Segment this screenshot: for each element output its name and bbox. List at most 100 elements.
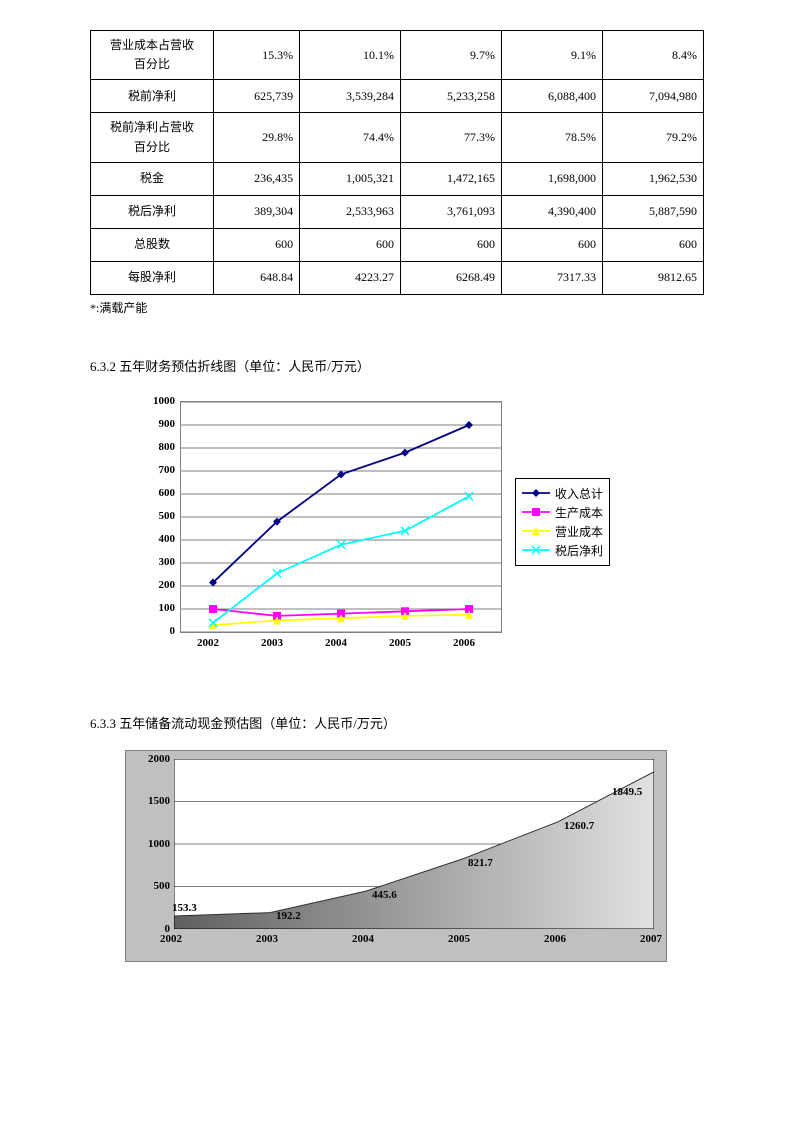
chart2-data-label: 1849.5 (612, 786, 642, 798)
table-cell: 1,962,530 (602, 162, 703, 195)
legend-item: 生产成本 (522, 504, 603, 521)
row-label: 营业成本占营收百分比 (91, 31, 214, 80)
chart1-ytick: 800 (143, 441, 175, 453)
area-chart-container: 0500100015002000 153.3192.2445.6821.7126… (125, 750, 704, 962)
chart2-ytick: 1000 (134, 838, 170, 850)
chart1-xtick: 2006 (453, 637, 475, 649)
table-cell: 7,094,980 (602, 80, 703, 113)
chart2-data-label: 821.7 (468, 857, 493, 869)
chart2-xtick: 2002 (160, 933, 182, 945)
chart2-xtick: 2007 (640, 933, 662, 945)
line-chart-svg (181, 402, 501, 632)
chart1-ytick: 500 (143, 510, 175, 522)
chart2-data-label: 445.6 (372, 889, 397, 901)
chart1-ytick: 1000 (143, 395, 175, 407)
legend-label: 生产成本 (555, 504, 603, 521)
table-cell: 9812.65 (602, 261, 703, 294)
row-label: 税金 (91, 162, 214, 195)
chart2-ytick: 500 (134, 880, 170, 892)
table-cell: 1,472,165 (401, 162, 502, 195)
chart1-xtick: 2004 (325, 637, 347, 649)
section-title-632: 6.3.2 五年财务预估折线图（单位：人民币/万元） (90, 356, 704, 375)
table-row: 每股净利648.844223.276268.497317.339812.65 (91, 261, 704, 294)
table-cell: 10.1% (300, 31, 401, 80)
table-cell: 5,233,258 (401, 80, 502, 113)
table-cell: 74.4% (300, 113, 401, 162)
table-cell: 78.5% (502, 113, 603, 162)
financial-table: 营业成本占营收百分比15.3%10.1%9.7%9.1%8.4%税前净利625,… (90, 30, 704, 295)
table-cell: 600 (602, 228, 703, 261)
table-cell: 1,698,000 (502, 162, 603, 195)
chart2-data-label: 192.2 (276, 910, 301, 922)
table-cell: 625,739 (214, 80, 300, 113)
table-cell: 600 (214, 228, 300, 261)
chart1-ytick: 0 (143, 625, 175, 637)
line-chart-legend: 收入总计生产成本营业成本税后净利 (515, 478, 610, 566)
table-footnote: *:满载产能 (90, 299, 704, 316)
table-row: 税前净利占营收百分比29.8%74.4%77.3%78.5%79.2% (91, 113, 704, 162)
chart2-data-label: 153.3 (172, 902, 197, 914)
section-title-633: 6.3.3 五年储备流动现金预估图（单位：人民币/万元） (90, 713, 704, 732)
table-row: 营业成本占营收百分比15.3%10.1%9.7%9.1%8.4% (91, 31, 704, 80)
table-cell: 5,887,590 (602, 195, 703, 228)
line-chart-container: 0 100 200 300 400 500 600 700 800 900 1000 2002 200… (125, 393, 704, 673)
legend-item: 营业成本 (522, 523, 603, 540)
chart2-xtick: 2003 (256, 933, 278, 945)
table-cell: 1,005,321 (300, 162, 401, 195)
chart2-xtick: 2005 (448, 933, 470, 945)
table-cell: 6,088,400 (502, 80, 603, 113)
table-cell: 79.2% (602, 113, 703, 162)
row-label: 总股数 (91, 228, 214, 261)
chart2-ytick: 2000 (134, 753, 170, 765)
table-cell: 600 (502, 228, 603, 261)
chart1-ytick: 400 (143, 533, 175, 545)
table-row: 总股数600600600600600 (91, 228, 704, 261)
chart2-xtick: 2004 (352, 933, 374, 945)
table-cell: 4223.27 (300, 261, 401, 294)
table-cell: 9.1% (502, 31, 603, 80)
table-cell: 29.8% (214, 113, 300, 162)
chart1-ytick: 900 (143, 418, 175, 430)
chart1-ytick: 100 (143, 602, 175, 614)
chart2-data-label: 1260.7 (564, 820, 594, 832)
legend-item: 收入总计 (522, 485, 603, 502)
legend-label: 收入总计 (555, 485, 603, 502)
table-cell: 389,304 (214, 195, 300, 228)
table-row: 税金236,4351,005,3211,472,1651,698,0001,96… (91, 162, 704, 195)
chart2-ytick: 1500 (134, 795, 170, 807)
table-cell: 4,390,400 (502, 195, 603, 228)
table-cell: 7317.33 (502, 261, 603, 294)
legend-label: 营业成本 (555, 523, 603, 540)
table-cell: 8.4% (602, 31, 703, 80)
table-cell: 6268.49 (401, 261, 502, 294)
chart1-ytick: 300 (143, 556, 175, 568)
table-cell: 3,539,284 (300, 80, 401, 113)
chart2-xtick: 2006 (544, 933, 566, 945)
area-chart-plot: 153.3 192.2 445.6 821.7 1260.7 1849.5 (174, 759, 654, 929)
row-label: 税前净利 (91, 80, 214, 113)
table-cell: 9.7% (401, 31, 502, 80)
line-chart-plot-bg (180, 401, 502, 633)
row-label: 税前净利占营收百分比 (91, 113, 214, 162)
table-cell: 2,533,963 (300, 195, 401, 228)
table-cell: 77.3% (401, 113, 502, 162)
chart1-xtick: 2005 (389, 637, 411, 649)
area-chart-svg (174, 759, 654, 929)
chart1-ytick: 200 (143, 579, 175, 591)
legend-label: 税后净利 (555, 542, 603, 559)
chart1-ytick: 700 (143, 464, 175, 476)
table-cell: 15.3% (214, 31, 300, 80)
chart1-xtick: 2002 (197, 637, 219, 649)
chart1-xtick: 2003 (261, 637, 283, 649)
table-row: 税前净利625,7393,539,2845,233,2586,088,4007,… (91, 80, 704, 113)
table-cell: 648.84 (214, 261, 300, 294)
table-cell: 600 (300, 228, 401, 261)
chart1-ytick: 600 (143, 487, 175, 499)
table-cell: 3,761,093 (401, 195, 502, 228)
row-label: 每股净利 (91, 261, 214, 294)
table-cell: 236,435 (214, 162, 300, 195)
table-cell: 600 (401, 228, 502, 261)
legend-item: 税后净利 (522, 542, 603, 559)
table-row: 税后净利389,3042,533,9633,761,0934,390,4005,… (91, 195, 704, 228)
row-label: 税后净利 (91, 195, 214, 228)
